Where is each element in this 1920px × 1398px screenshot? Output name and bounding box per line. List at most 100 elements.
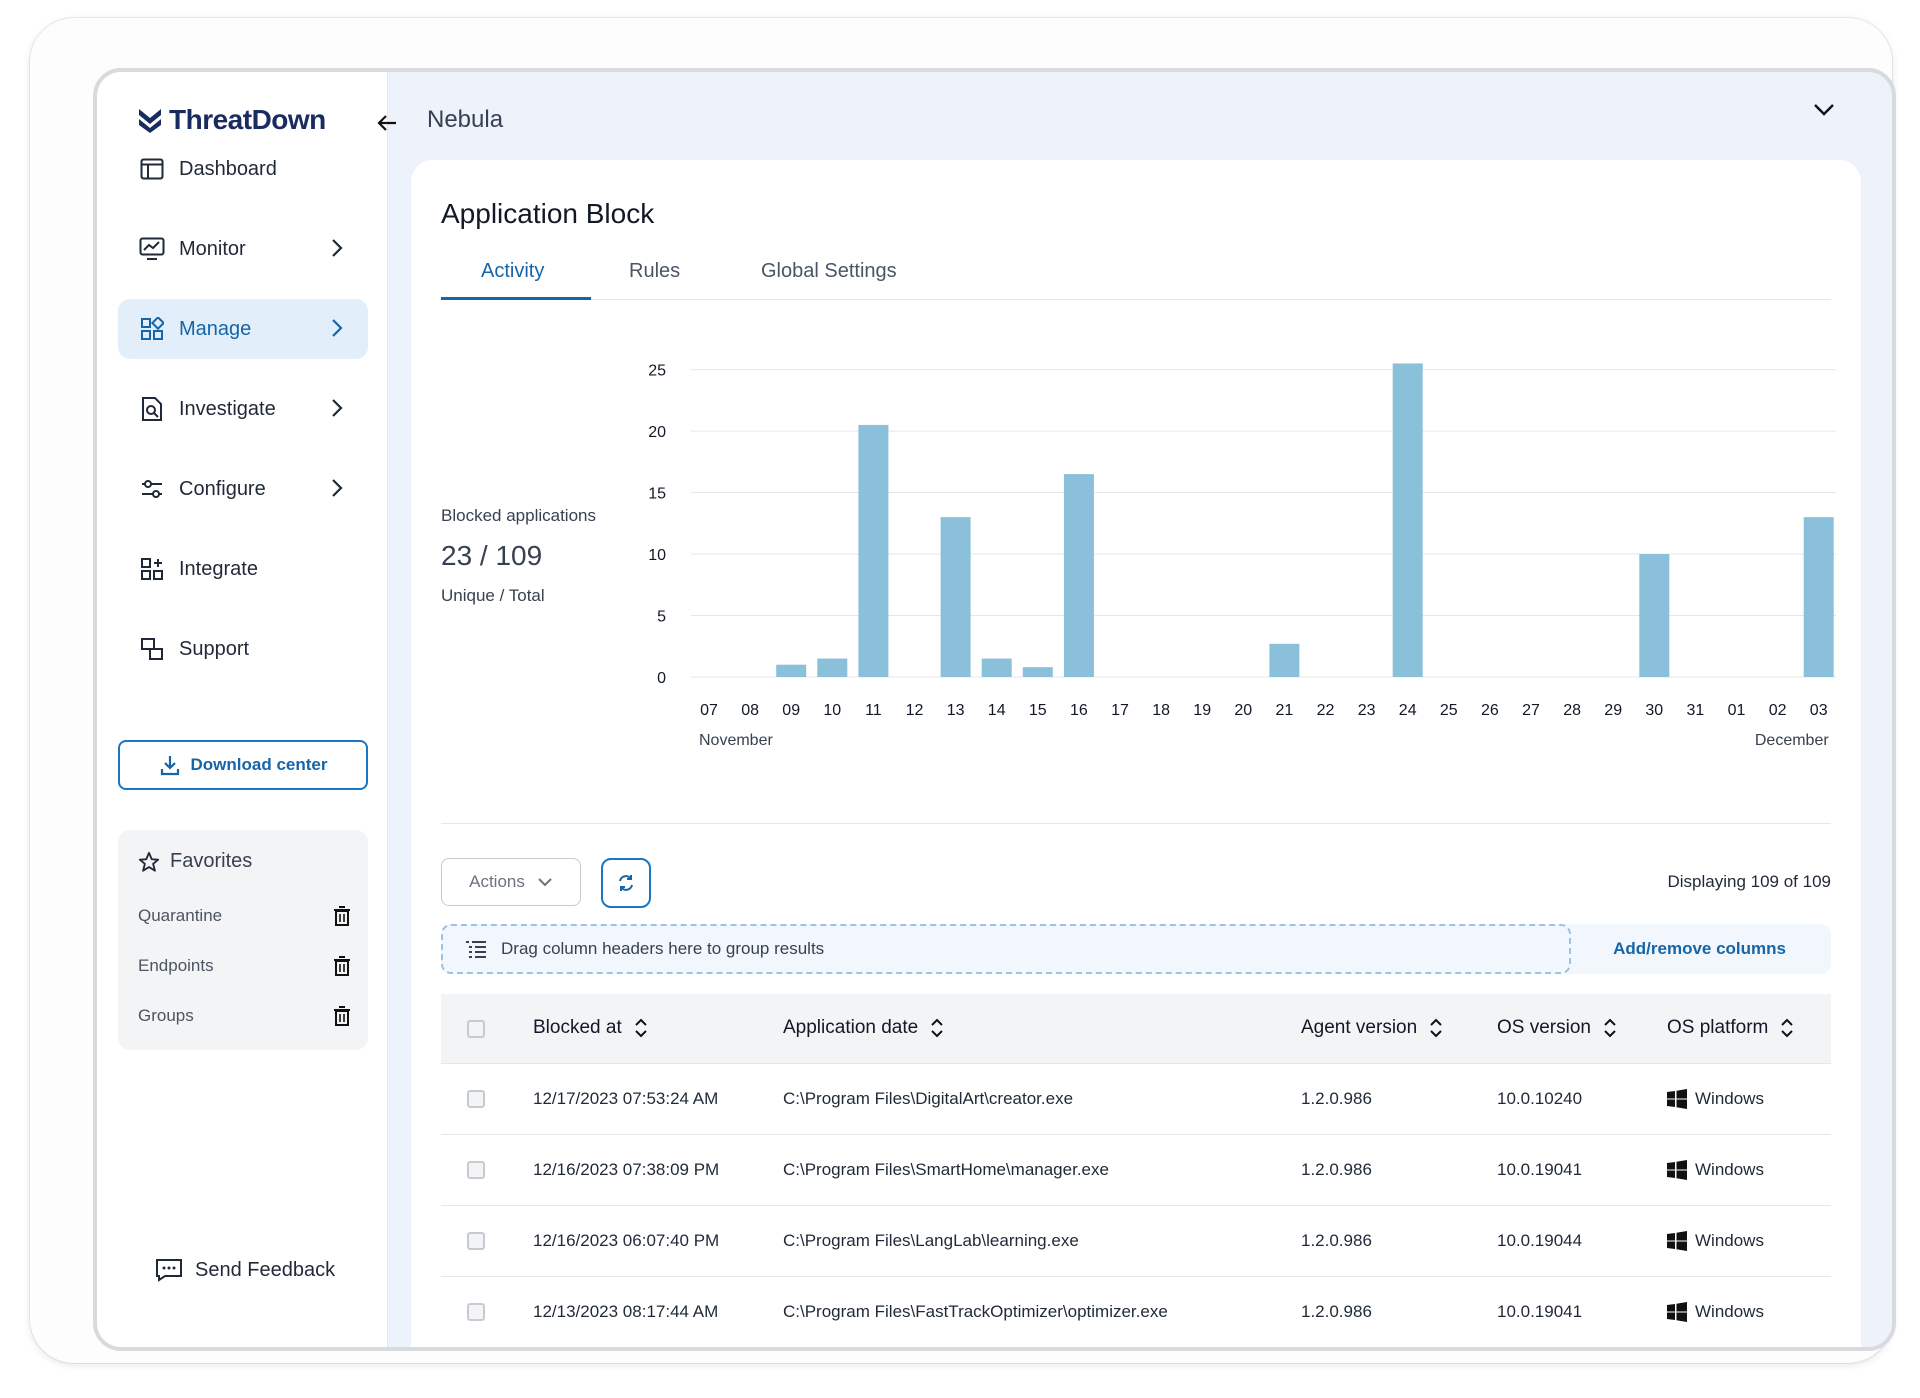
section-divider (441, 823, 1831, 824)
favorite-item-endpoints[interactable]: Endpoints (138, 956, 350, 976)
sidebar-item-configure[interactable]: Configure (118, 459, 368, 519)
trash-icon[interactable] (334, 906, 350, 926)
table-row[interactable]: 12/13/2023 08:17:44 AM C:\Program Files\… (441, 1277, 1831, 1347)
sidebar-item-integrate[interactable]: Integrate (118, 539, 368, 599)
sidebar-item-manage[interactable]: Manage (118, 299, 368, 359)
month-label: November (699, 732, 773, 749)
group-drop-zone[interactable]: Drag column headers here to group result… (441, 924, 1571, 974)
column-header-blocked-at[interactable]: Blocked at (533, 1017, 648, 1039)
table-row[interactable]: 12/16/2023 06:07:40 PM C:\Program Files\… (441, 1206, 1831, 1277)
windows-icon (1667, 1231, 1687, 1251)
support-icon (139, 636, 165, 662)
sort-icon (1604, 1018, 1616, 1038)
download-center-label: Download center (190, 755, 328, 774)
x-tick-label: 11 (865, 702, 882, 719)
x-tick-label: 20 (1234, 702, 1252, 719)
breadcrumb[interactable]: Nebula (427, 106, 504, 133)
x-tick-label: 22 (1317, 702, 1335, 719)
column-header-label: Application date (783, 1017, 919, 1038)
x-tick-label: 01 (1728, 702, 1746, 719)
cell-os-version: 10.0.10240 (1497, 1089, 1583, 1108)
add-remove-columns-link[interactable]: Add/remove columns (1613, 939, 1786, 958)
group-by-bar: Drag column headers here to group result… (441, 924, 1831, 974)
table-header: Blocked at Application date Agent versio… (441, 994, 1831, 1064)
x-tick-label: 16 (1070, 702, 1088, 719)
sort-icon (1430, 1018, 1442, 1038)
actions-dropdown[interactable]: Actions (441, 858, 581, 906)
refresh-button[interactable] (601, 858, 651, 908)
sidebar-item-support[interactable]: Support (118, 619, 368, 679)
x-tick-label: 27 (1522, 702, 1540, 719)
sidebar-item-label: Integrate (179, 557, 258, 580)
star-icon (138, 851, 160, 872)
sidebar-item-investigate[interactable]: Investigate (118, 379, 368, 439)
y-tick-label: 10 (648, 547, 666, 564)
column-header-application-date[interactable]: Application date (783, 1017, 944, 1039)
column-header-label: OS platform (1667, 1017, 1769, 1038)
sidebar-item-dashboard[interactable]: Dashboard (118, 139, 368, 199)
device-frame: ThreatDown Dashboard Monitor Manage (30, 18, 1896, 1363)
y-tick-label: 25 (648, 363, 666, 380)
chevron-right-icon (332, 319, 343, 337)
tab-rules[interactable]: Rules (629, 260, 681, 282)
cell-application: C:\Program Files\DigitalArt\creator.exe (783, 1089, 1074, 1108)
tab-global-settings[interactable]: Global Settings (761, 260, 897, 282)
collapse-sidebar-button[interactable] (372, 108, 402, 138)
blocked-apps-chart: 0 5 10 15 20 25 07 08 09 10 11 12 13 14 15 16 17 18 19 20 21… (648, 363, 1836, 749)
row-checkbox[interactable] (467, 1161, 485, 1179)
download-icon (160, 756, 179, 776)
sidebar-item-label: Support (179, 637, 250, 660)
cell-os-version: 10.0.19041 (1497, 1160, 1583, 1179)
row-checkbox[interactable] (467, 1232, 485, 1250)
windows-icon (1667, 1089, 1687, 1109)
cell-os-version: 10.0.19041 (1497, 1302, 1583, 1321)
windows-icon (1667, 1160, 1687, 1180)
x-tick-label: 18 (1152, 702, 1170, 719)
tab-activity[interactable]: Activity (481, 260, 545, 282)
sort-icon (931, 1018, 943, 1038)
bar (1639, 554, 1670, 677)
trash-icon[interactable] (334, 1006, 350, 1026)
favorite-item-groups[interactable]: Groups (138, 1006, 350, 1026)
sidebar-item-label: Manage (179, 317, 252, 340)
sidebar-item-monitor[interactable]: Monitor (118, 219, 368, 279)
x-tick-label: 08 (741, 702, 759, 719)
bar (1269, 643, 1300, 677)
table-row[interactable]: 12/16/2023 07:38:09 PM C:\Program Files\… (441, 1135, 1831, 1206)
brand-logo[interactable]: ThreatDown (137, 104, 326, 136)
select-all-checkbox[interactable] (467, 1020, 485, 1038)
windows-icon (1667, 1302, 1687, 1322)
row-checkbox[interactable] (467, 1303, 485, 1321)
favorites-panel: Favorites Quarantine Endpoints Groups (118, 830, 368, 1050)
platform-label: Windows (1695, 1231, 1764, 1250)
favorite-item-quarantine[interactable]: Quarantine (138, 906, 350, 926)
row-checkbox[interactable] (467, 1090, 485, 1108)
actions-label: Actions (469, 872, 525, 891)
column-header-label: Agent version (1301, 1017, 1418, 1038)
send-feedback-button[interactable]: Send Feedback (155, 1258, 335, 1282)
trash-icon[interactable] (334, 956, 350, 976)
column-header-os-platform[interactable]: OS platform (1667, 1017, 1794, 1039)
platform-label: Windows (1695, 1089, 1764, 1108)
blocked-stats-sub: Unique / Total (441, 586, 545, 605)
cell-os-platform: Windows (1667, 1302, 1764, 1322)
account-menu-toggle[interactable] (1812, 102, 1836, 123)
column-header-label: OS version (1497, 1017, 1591, 1038)
column-header-os-version[interactable]: OS version (1497, 1017, 1617, 1039)
x-tick-label: 21 (1276, 702, 1294, 719)
x-tick-label: 28 (1563, 702, 1581, 719)
bar (940, 517, 971, 677)
bar (1063, 474, 1094, 677)
configure-icon (139, 476, 165, 502)
favorite-item-label: Endpoints (138, 956, 214, 975)
download-center-button[interactable]: Download center (118, 740, 368, 790)
x-tick-label: 24 (1399, 702, 1417, 719)
column-header-agent-version[interactable]: Agent version (1301, 1017, 1443, 1039)
bar (1392, 363, 1423, 677)
x-tick-label: 03 (1810, 702, 1828, 719)
dashboard-icon (139, 156, 165, 182)
column-header-label: Blocked at (533, 1017, 622, 1038)
x-tick-label: 29 (1604, 702, 1622, 719)
table-row[interactable]: 12/17/2023 07:53:24 AM C:\Program Files\… (441, 1064, 1831, 1135)
bar (981, 658, 1012, 677)
